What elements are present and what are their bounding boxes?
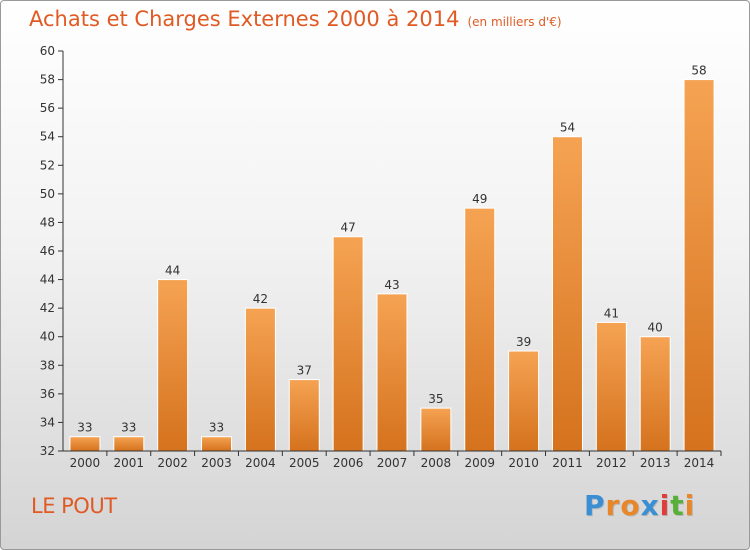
x-tick-label-2000: 2000 — [70, 456, 101, 470]
x-tick-label-2001: 2001 — [114, 456, 145, 470]
x-tick-label-2003: 2003 — [201, 456, 232, 470]
bar-2008 — [420, 407, 452, 452]
bar-value-label-2010: 39 — [516, 335, 531, 349]
logo-letter: r — [605, 489, 621, 522]
proxiti-logo: Proxiti — [584, 489, 695, 522]
x-tick-label-2010: 2010 — [508, 456, 539, 470]
bar-value-label-2002: 44 — [165, 264, 180, 278]
y-tick-label: 52 — [40, 158, 55, 172]
bar-2000 — [69, 436, 101, 452]
logo-letter: o — [620, 489, 641, 522]
bar-2006 — [332, 236, 364, 452]
y-tick-label: 58 — [40, 73, 55, 87]
y-tick-label: 32 — [40, 444, 55, 458]
y-axis: 32 34 36 38 40 42 44 46 48 50 52 54 56 58 60 — [40, 44, 64, 458]
bar-2014 — [683, 79, 715, 452]
x-tick-label-2011: 2011 — [552, 456, 583, 470]
chart-subtitle: (en milliers d'€) — [467, 15, 562, 29]
bar-value-label-2008: 35 — [428, 392, 443, 406]
y-tick-label: 36 — [40, 387, 55, 401]
bar-2004 — [244, 307, 276, 452]
y-tick-label: 48 — [40, 215, 55, 229]
bar-value-label-2005: 37 — [297, 364, 312, 378]
chart-title-text: Achats et Charges Externes 2000 à 2014 — [29, 7, 460, 31]
bar-2009 — [464, 207, 496, 452]
x-tick-label-2008: 2008 — [421, 456, 452, 470]
x-tick-label-2005: 2005 — [289, 456, 320, 470]
y-tick-label: 50 — [40, 187, 55, 201]
x-tick-label-2012: 2012 — [596, 456, 627, 470]
x-tick-label-2007: 2007 — [377, 456, 408, 470]
logo-letter: x — [640, 489, 660, 522]
y-tick-label: 34 — [40, 415, 55, 429]
bar-2002 — [157, 279, 189, 452]
x-axis: 2000 2001 2002 2003 2004 2005 2006 2007 2008 2009… — [63, 450, 722, 470]
bar-value-label-2011: 54 — [560, 121, 575, 135]
bar-2010 — [508, 350, 540, 452]
bar-value-label-2006: 47 — [340, 221, 355, 235]
logo-letter: P — [584, 489, 606, 522]
bar-value-label-2007: 43 — [384, 278, 399, 292]
bar-2013 — [639, 336, 671, 452]
commune-name: LE POUT — [31, 494, 117, 518]
y-tick-label: 44 — [40, 273, 55, 287]
y-tick-label: 42 — [40, 301, 55, 315]
y-tick-label: 56 — [40, 101, 55, 115]
bar-value-label-2000: 33 — [77, 421, 92, 435]
bar-2005 — [288, 379, 320, 452]
x-tick-label-2004: 2004 — [245, 456, 276, 470]
x-tick-label-2013: 2013 — [640, 456, 671, 470]
y-tick-label: 54 — [40, 130, 55, 144]
bars: 33 33 44 33 42 37 47 43 35 49 39 54 41 40 58 — [69, 64, 715, 452]
y-tick-label: 60 — [40, 44, 55, 58]
logo-letter: i — [684, 489, 696, 522]
bar-2007 — [376, 293, 408, 452]
y-tick-label: 46 — [40, 244, 55, 258]
x-tick-label-2009: 2009 — [464, 456, 495, 470]
bar-2001 — [113, 436, 145, 452]
bar-2012 — [595, 321, 627, 452]
x-tick-label-2002: 2002 — [157, 456, 188, 470]
logo-letter: t — [670, 489, 685, 522]
bar-value-label-2009: 49 — [472, 192, 487, 206]
logo-letter: i — [659, 489, 671, 522]
bar-2003 — [201, 436, 233, 452]
bar-value-label-2003: 33 — [209, 421, 224, 435]
y-tick-label: 40 — [40, 330, 55, 344]
x-tick-label-2006: 2006 — [333, 456, 364, 470]
x-tick-label-2014: 2014 — [684, 456, 715, 470]
chart-title: Achats et Charges Externes 2000 à 2014 (e… — [29, 7, 562, 31]
bar-value-label-2013: 40 — [648, 321, 663, 335]
bar-value-label-2012: 41 — [604, 306, 619, 320]
bar-value-label-2001: 33 — [121, 421, 136, 435]
bar-2011 — [551, 136, 583, 452]
y-tick-label: 38 — [40, 358, 55, 372]
bar-value-label-2014: 58 — [691, 64, 706, 78]
bar-value-label-2004: 42 — [253, 292, 268, 306]
